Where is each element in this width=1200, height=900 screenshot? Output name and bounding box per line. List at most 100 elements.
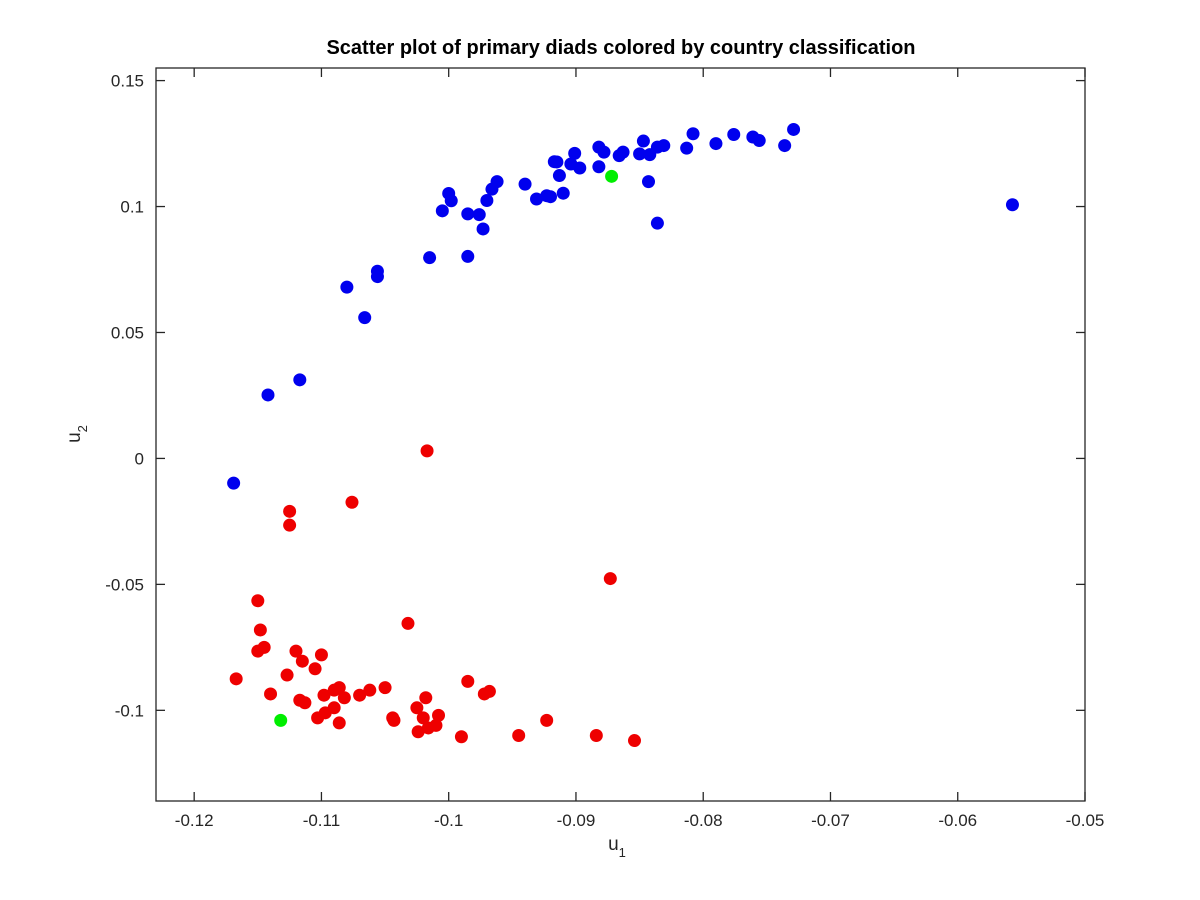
- data-point: [227, 476, 241, 490]
- data-point: [461, 249, 475, 263]
- data-point: [229, 672, 243, 686]
- data-point: [308, 662, 322, 676]
- data-point: [650, 216, 664, 230]
- data-point: [423, 251, 437, 265]
- x-tick-label: -0.09: [557, 811, 596, 830]
- data-point: [332, 716, 346, 730]
- data-point: [311, 711, 325, 725]
- data-point: [512, 729, 526, 743]
- data-point: [251, 594, 265, 608]
- x-tick-label: -0.07: [811, 811, 850, 830]
- data-point: [530, 192, 544, 206]
- data-point: [627, 734, 641, 748]
- x-tick-label: -0.08: [684, 811, 723, 830]
- x-axis-label-subscript: 1: [619, 845, 626, 860]
- x-axis: -0.12 -0.11 -0.1 -0.09 -0.08 -0.07 -0.06 -0.05: [175, 68, 1105, 830]
- data-point: [353, 688, 367, 702]
- data-point: [641, 175, 655, 189]
- x-tick-label: -0.11: [303, 811, 341, 830]
- data-point: [485, 182, 499, 196]
- data-point: [340, 280, 354, 294]
- data-point: [709, 137, 723, 151]
- data-point: [419, 691, 433, 705]
- data-point: [643, 148, 657, 162]
- data-point: [482, 684, 496, 698]
- y-axis-label: u2: [64, 425, 90, 443]
- data-point: [603, 572, 617, 586]
- data-point: [680, 141, 694, 155]
- data-point: [540, 713, 554, 727]
- data-point: [540, 189, 554, 203]
- x-tick-label: -0.12: [175, 811, 214, 830]
- data-point: [442, 186, 456, 200]
- x-tick-label: -0.05: [1066, 811, 1105, 830]
- data-point: [461, 207, 475, 221]
- x-axis-label-base: u: [608, 834, 619, 855]
- data-point: [636, 134, 650, 148]
- x-tick-label: -0.1: [434, 811, 463, 830]
- y-tick-label: 0.1: [120, 198, 144, 217]
- data-point: [605, 169, 619, 183]
- data-point: [592, 160, 606, 174]
- data-point: [410, 701, 424, 715]
- data-point: [317, 688, 331, 702]
- data-points: [227, 122, 1019, 748]
- data-point: [1005, 198, 1019, 212]
- data-point: [293, 373, 307, 387]
- data-point: [429, 718, 443, 732]
- data-point: [261, 388, 275, 402]
- y-tick-label: -0.05: [105, 575, 144, 594]
- data-point: [589, 729, 603, 743]
- data-point: [253, 623, 267, 637]
- data-point: [746, 130, 760, 144]
- data-point: [264, 687, 278, 701]
- data-point: [345, 495, 359, 509]
- data-point: [283, 504, 297, 518]
- y-axis-label-base: u: [64, 432, 85, 443]
- data-point: [472, 208, 486, 222]
- data-point: [295, 654, 309, 668]
- data-point: [778, 139, 792, 153]
- data-point: [547, 155, 561, 169]
- data-point: [435, 204, 449, 218]
- data-point: [387, 713, 401, 727]
- data-point: [289, 644, 303, 658]
- data-point: [612, 149, 626, 163]
- data-point: [280, 668, 294, 682]
- y-tick-label: -0.1: [115, 701, 144, 720]
- data-point: [314, 648, 328, 662]
- x-tick-label: -0.06: [938, 811, 977, 830]
- data-point: [337, 691, 351, 705]
- data-point: [432, 708, 446, 722]
- y-axis-label-subscript: 2: [75, 425, 90, 432]
- data-point: [592, 140, 606, 154]
- data-point: [358, 311, 372, 325]
- plot-area-frame: [155, 67, 1086, 802]
- data-point: [480, 193, 494, 207]
- data-point: [363, 683, 377, 697]
- data-point: [787, 122, 801, 136]
- data-point: [727, 127, 741, 141]
- y-axis: -0.1 -0.05 0 0.05 0.1 0.15: [105, 72, 1085, 720]
- data-point: [401, 616, 415, 630]
- x-axis-label: u1: [608, 834, 626, 860]
- y-tick-label: 0.15: [111, 72, 144, 91]
- data-point: [454, 730, 468, 744]
- data-point: [283, 518, 297, 532]
- data-point: [556, 186, 570, 200]
- y-tick-label: 0: [135, 449, 144, 468]
- data-point: [461, 674, 475, 688]
- data-point: [274, 713, 288, 727]
- data-point: [370, 264, 384, 278]
- data-point: [568, 146, 582, 160]
- data-point: [552, 169, 566, 183]
- data-point: [298, 696, 312, 710]
- data-point: [416, 711, 430, 725]
- data-point: [378, 681, 392, 695]
- data-point: [518, 177, 532, 191]
- data-point: [420, 444, 434, 458]
- chart-title: Scatter plot of primary diads colored by…: [326, 37, 915, 59]
- data-point: [411, 725, 425, 739]
- data-point: [686, 127, 700, 141]
- y-tick-label: 0.05: [111, 323, 144, 342]
